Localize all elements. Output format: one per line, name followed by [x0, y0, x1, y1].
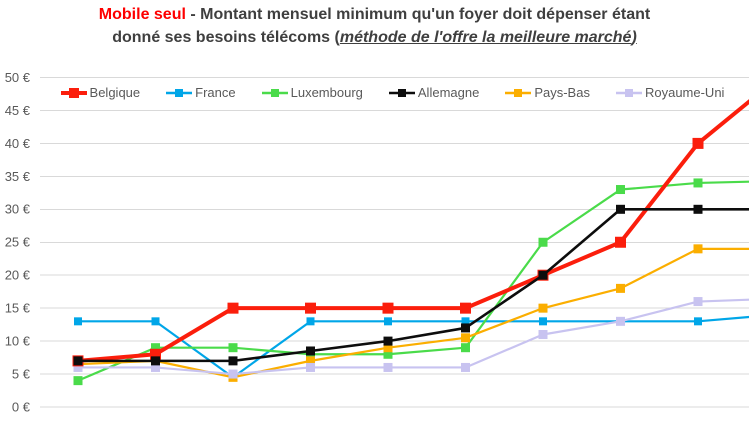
- y-tick-label: 0 €: [12, 399, 31, 414]
- y-tick-label: 20 €: [5, 268, 31, 283]
- series-marker-allemagne: [461, 323, 470, 333]
- legend-label-france: France: [195, 85, 236, 100]
- series-marker-france: [151, 317, 160, 326]
- series-marker-allemagne: [538, 270, 548, 280]
- series-marker-royaume-uni: [73, 362, 83, 372]
- title-line-2: donné ses besoins télécoms (méthode de l…: [0, 26, 749, 49]
- legend-item-france: France: [166, 85, 236, 100]
- y-tick-label: 40 €: [5, 136, 31, 151]
- legend-label-belgique: Belgique: [89, 85, 141, 100]
- series-marker-luxembourg: [616, 185, 625, 195]
- series-marker-belgique: [460, 302, 471, 314]
- series-marker-belgique: [305, 302, 316, 314]
- series-marker-pays-bas: [693, 244, 703, 254]
- series-marker-belgique: [692, 137, 704, 149]
- title-line1-rest: - Montant mensuel minimum qu'un foyer do…: [185, 6, 651, 23]
- legend-item-royaume-uni: Royaume-Uni: [615, 85, 725, 100]
- legend-label-allemagne: Allemagne: [417, 85, 480, 100]
- series-marker-luxembourg: [383, 349, 393, 359]
- legend-item-allemagne: Allemagne: [388, 85, 480, 100]
- series-line-luxembourg: [77, 180, 749, 382]
- series-marker-royaume-uni: [306, 362, 315, 372]
- series-marker-luxembourg: [693, 178, 703, 188]
- y-tick-label: 5 €: [12, 366, 31, 381]
- series-marker-allemagne: [693, 204, 703, 214]
- y-tick-label: 35 €: [5, 169, 31, 184]
- legend-marker-pays-bas: [505, 88, 532, 97]
- series-marker-belgique: [227, 302, 239, 314]
- series-marker-allemagne: [73, 356, 83, 366]
- series-marker-royaume-uni: [228, 369, 238, 379]
- title-line2-pre: donné ses besoins télécoms (: [112, 29, 340, 46]
- series-marker-pays-bas: [461, 333, 470, 343]
- series-marker-france: [461, 317, 470, 326]
- series-marker-belgique: [615, 236, 626, 248]
- series-marker-france: [539, 317, 547, 326]
- y-tick-label: 25 €: [5, 235, 31, 250]
- y-tick-label: 10 €: [5, 334, 31, 349]
- series-marker-luxembourg: [228, 343, 238, 353]
- series-marker-allemagne: [383, 336, 393, 346]
- series-marker-allemagne: [306, 346, 315, 356]
- y-tick-label: 45 €: [5, 103, 31, 118]
- series-marker-royaume-uni: [383, 362, 393, 372]
- series-marker-royaume-uni: [616, 316, 625, 326]
- series-marker-luxembourg: [538, 237, 548, 247]
- series-marker-royaume-uni: [693, 297, 703, 307]
- legend-marker-luxembourg: [261, 88, 288, 97]
- legend-marker-royaume-uni: [615, 88, 642, 97]
- legend-item-luxembourg: Luxembourg: [261, 85, 363, 100]
- series-line-royaume-uni: [78, 298, 749, 376]
- series-marker-luxembourg: [73, 376, 83, 386]
- legend-marker-belgique: [60, 87, 87, 98]
- legend-label-royaume-uni: Royaume-Uni: [644, 85, 725, 100]
- legend-label-luxembourg: Luxembourg: [290, 85, 363, 100]
- legend-item-belgique: Belgique: [60, 85, 141, 100]
- series-marker-allemagne: [228, 356, 238, 366]
- series-marker-france: [74, 317, 82, 326]
- series-marker-france: [694, 317, 702, 326]
- title-line2-close-paren: ): [631, 29, 637, 46]
- series-marker-pays-bas: [306, 356, 315, 366]
- y-tick-label: 30 €: [5, 202, 31, 217]
- series-marker-pays-bas: [616, 283, 625, 293]
- y-tick-label: 15 €: [5, 301, 31, 316]
- series-marker-belgique: [382, 302, 394, 314]
- series-marker-luxembourg: [461, 343, 470, 353]
- series-marker-pays-bas: [383, 343, 393, 353]
- series-marker-royaume-uni: [538, 330, 548, 340]
- series-marker-royaume-uni: [461, 362, 470, 372]
- series-line-allemagne: [78, 208, 749, 363]
- title-highlight: Mobile seul: [98, 6, 186, 23]
- title-line-1: Mobile seul - Montant mensuel minimum qu…: [0, 3, 749, 26]
- legend-item-pays-bas: Pays-Bas: [505, 85, 590, 100]
- series-marker-allemagne: [616, 204, 625, 214]
- title-line2-method: méthode de l'offre la meilleure marché: [339, 29, 632, 46]
- chart-legend: Belgique France Luxembourg Allemagne Pays-Ba…: [36, 85, 749, 100]
- series-marker-belgique: [150, 348, 161, 360]
- series-line-france: [78, 315, 749, 379]
- series-marker-france: [306, 317, 315, 326]
- series-marker-france: [384, 317, 392, 326]
- series-marker-pays-bas: [538, 303, 548, 313]
- legend-marker-allemagne: [388, 88, 415, 97]
- series-marker-allemagne: [151, 356, 160, 366]
- legend-marker-france: [166, 88, 193, 97]
- series-line-belgique: [77, 99, 749, 363]
- series-marker-luxembourg: [151, 343, 160, 353]
- legend-label-pays-bas: Pays-Bas: [534, 85, 590, 100]
- series-marker-royaume-uni: [151, 362, 160, 372]
- y-tick-label: 50 €: [5, 70, 31, 85]
- chart-title: Mobile seul - Montant mensuel minimum qu…: [0, 3, 749, 49]
- series-line-pays-bas: [77, 247, 749, 379]
